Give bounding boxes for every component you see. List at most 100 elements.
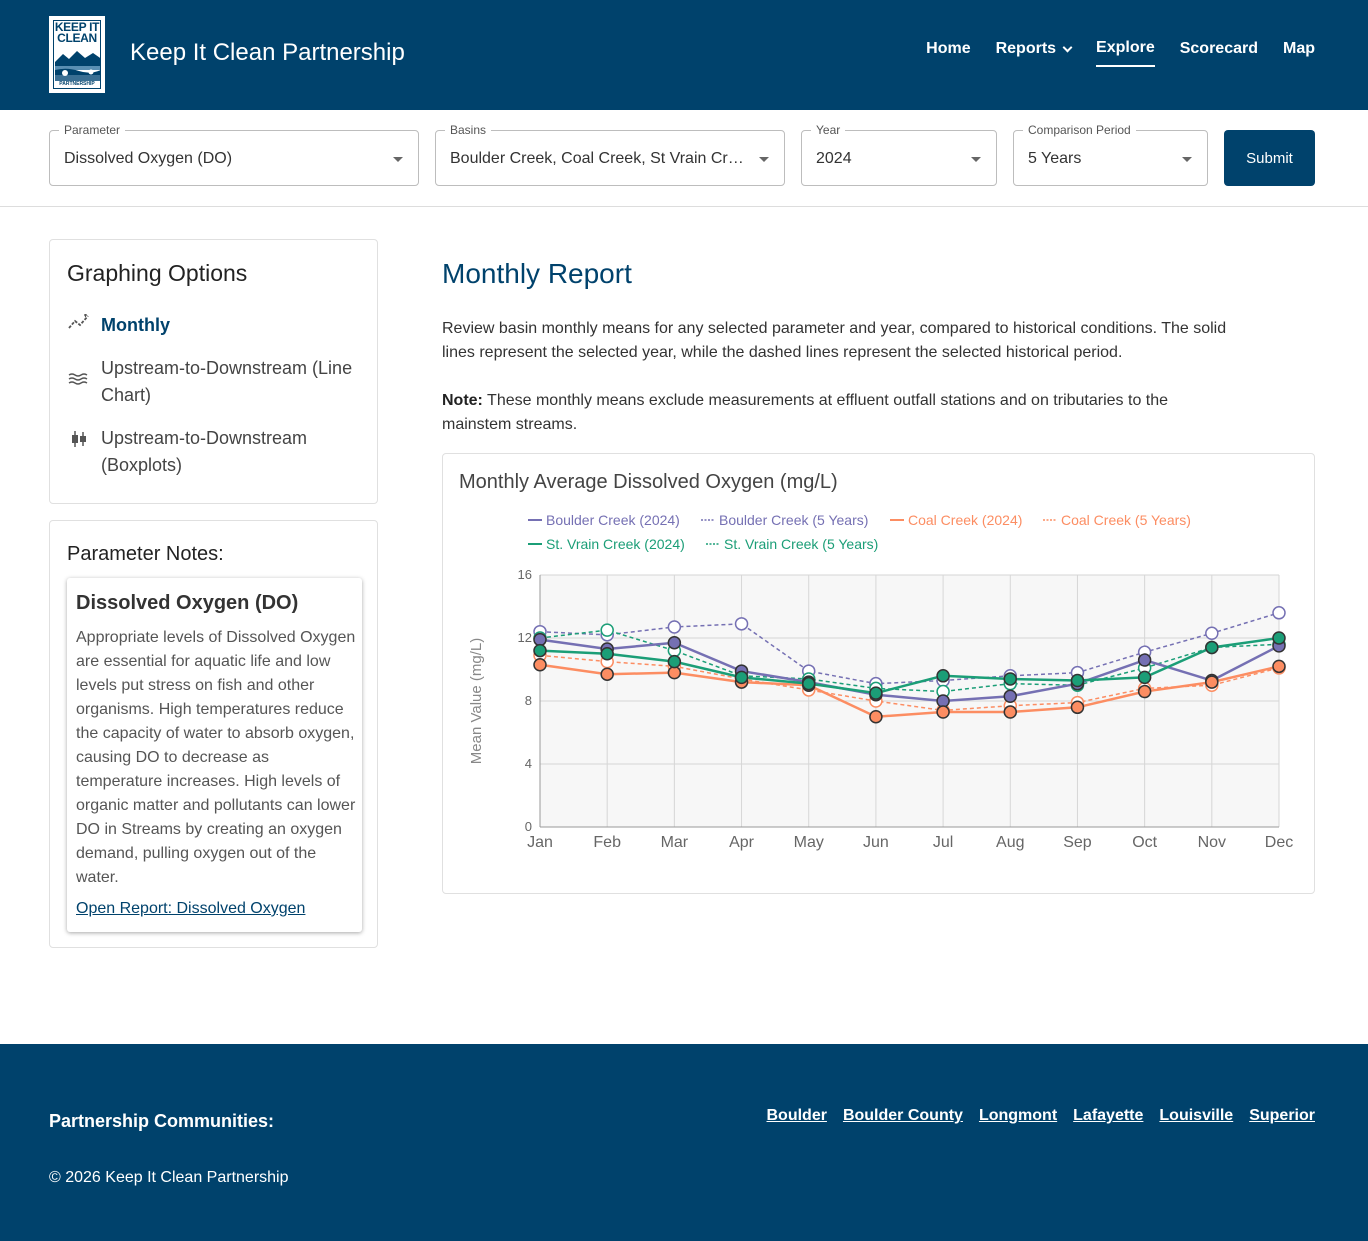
report-note: Note: These monthly means exclude measur…: [442, 389, 1232, 437]
submit-button[interactable]: Submit: [1224, 130, 1315, 186]
option-monthly-label: Monthly: [101, 315, 170, 335]
x-tick-label: Dec: [1265, 834, 1293, 851]
data-point: [1272, 631, 1286, 645]
page-title: Monthly Report: [442, 258, 632, 289]
y-tick-label: 12: [518, 630, 532, 645]
chart-card: Monthly Average Dissolved Oxygen (mg/L) …: [442, 453, 1315, 894]
chart-title: Monthly Average Dissolved Oxygen (mg/L): [459, 471, 838, 493]
data-point: [734, 617, 749, 631]
main-nav: Home Reports Explore Scorecard Map: [901, 38, 1315, 67]
basins-label: Basins: [445, 123, 492, 137]
comparison-period-value: 5 Years: [1028, 150, 1082, 167]
parameter-notes-title: Parameter Notes:: [67, 543, 224, 565]
footer-link-longmont[interactable]: Longmont: [978, 1107, 1058, 1124]
data-point: [667, 635, 682, 650]
dropdown-arrow-icon: [393, 157, 403, 162]
x-tick-label: Jul: [933, 834, 953, 851]
footer-link-boulder-county[interactable]: Boulder County: [842, 1107, 963, 1124]
series-line: [539, 612, 1280, 685]
open-report-link[interactable]: Open Report: Dissolved Oxygen: [76, 900, 306, 917]
site-logo[interactable]: KEEP IT CLEAN PARTNERSHIP: [49, 16, 105, 93]
monthly-line-chart: 0 4 8 12 16 Jan Feb Mar Apr May Jun Jul Aug Sep Oct Nov…: [468, 512, 1293, 851]
site-title[interactable]: Keep It Clean Partnership: [130, 39, 405, 66]
dropdown-arrow-icon: [1182, 157, 1192, 162]
nav-scorecard[interactable]: Scorecard: [1180, 38, 1258, 67]
data-point: [734, 670, 749, 685]
x-tick-label: Mar: [661, 834, 689, 851]
data-point: [936, 669, 950, 683]
data-point: [1205, 626, 1219, 641]
option-monthly[interactable]: Monthly: [67, 312, 367, 339]
data-point: [533, 658, 547, 672]
data-point: [533, 643, 547, 658]
graphing-options-title: Graphing Options: [67, 260, 248, 286]
data-point: [533, 632, 547, 647]
y-axis-label: Mean Value (mg/L): [468, 638, 485, 764]
x-tick-label: May: [794, 834, 824, 851]
comparison-period-select[interactable]: Comparison Period 5 Years: [1013, 123, 1208, 186]
sparkline-icon: [67, 312, 91, 332]
series-line: [539, 663, 1280, 719]
filter-bar: Parameter Dissolved Oxygen (DO) Basins B…: [0, 110, 1368, 207]
footer-links: Boulder Boulder County Longmont Lafayett…: [751, 1107, 1316, 1125]
site-footer: Partnership Communities: Boulder Boulder…: [0, 1044, 1368, 1241]
parameter-notes-heading: Dissolved Oxygen (DO): [76, 592, 299, 614]
data-point: [869, 686, 883, 700]
footer-link-louisville[interactable]: Louisville: [1159, 1107, 1234, 1124]
legend-label: Boulder Creek (5 Years): [719, 512, 868, 528]
series-line: [539, 638, 1280, 703]
data-point: [667, 665, 682, 680]
footer-communities-label: Partnership Communities:: [49, 1111, 275, 1131]
option-upstream-boxplots-label: Upstream-to-Downstream (Boxplots): [101, 428, 308, 475]
data-point: [667, 654, 682, 669]
data-point: [1272, 659, 1286, 674]
logo-landscape-icon: [55, 48, 100, 81]
data-point: [1003, 672, 1018, 686]
parameter-notes-card: Parameter Notes: Dissolved Oxygen (DO) A…: [49, 520, 378, 948]
data-point: [1003, 689, 1018, 704]
nav-map[interactable]: Map: [1283, 38, 1315, 67]
footer-link-boulder[interactable]: Boulder: [766, 1107, 827, 1124]
x-tick-label: Nov: [1198, 834, 1226, 851]
legend-label: St. Vrain Creek (5 Years): [724, 536, 878, 552]
logo-subtext: PARTNERSHIP: [59, 81, 95, 87]
boxplot-icon: [67, 429, 91, 449]
x-tick-label: Oct: [1132, 834, 1157, 851]
x-tick-label: Apr: [729, 834, 755, 851]
year-select[interactable]: Year 2024: [801, 123, 997, 186]
dropdown-arrow-icon: [971, 157, 981, 162]
waves-icon: [67, 369, 91, 389]
data-point: [1003, 705, 1018, 719]
data-point: [936, 694, 950, 708]
data-point: [936, 705, 950, 719]
option-upstream-line-label: Upstream-to-Downstream (Line Chart): [101, 358, 353, 405]
series-line: [539, 654, 1280, 712]
y-tick-label: 4: [525, 756, 532, 771]
x-tick-label: Feb: [593, 834, 621, 851]
data-point: [1070, 700, 1085, 715]
year-label: Year: [811, 123, 846, 137]
option-upstream-line[interactable]: Upstream-to-Downstream (Line Chart): [67, 355, 367, 409]
basins-value: Boulder Creek, Coal Creek, St Vrain Cree…: [450, 150, 744, 167]
footer-link-superior[interactable]: Superior: [1249, 1107, 1315, 1124]
data-point: [1137, 653, 1152, 667]
graphing-options-card: Graphing Options Monthly Upstream-to-Dow…: [49, 239, 378, 504]
chevron-down-icon: [1062, 42, 1073, 52]
option-upstream-boxplots[interactable]: Upstream-to-Downstream (Boxplots): [67, 425, 367, 479]
legend-label: Coal Creek (5 Years): [1061, 512, 1191, 528]
legend-label: Coal Creek (2024): [908, 512, 1022, 528]
basins-select[interactable]: Basins Boulder Creek, Coal Creek, St Vra…: [435, 123, 785, 186]
data-point: [600, 667, 614, 681]
data-point: [869, 710, 883, 724]
nav-reports[interactable]: Reports: [996, 38, 1073, 67]
footer-link-lafayette[interactable]: Lafayette: [1073, 1107, 1144, 1124]
nav-home[interactable]: Home: [926, 38, 970, 67]
nav-explore-label: Explore: [1096, 39, 1155, 56]
nav-explore[interactable]: Explore: [1096, 38, 1155, 67]
report-description: Review basin monthly means for any selec…: [442, 320, 1227, 361]
parameter-notes-panel: Dissolved Oxygen (DO) Appropriate levels…: [67, 578, 362, 932]
x-tick-label: Jun: [863, 834, 889, 851]
x-tick-label: Sep: [1063, 834, 1092, 851]
note-text: These monthly means exclude measurements…: [442, 392, 1169, 433]
parameter-select[interactable]: Parameter Dissolved Oxygen (DO): [49, 123, 419, 186]
